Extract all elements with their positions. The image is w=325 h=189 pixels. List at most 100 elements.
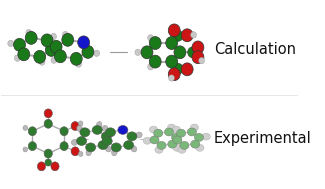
Ellipse shape <box>164 128 174 136</box>
Ellipse shape <box>180 141 189 149</box>
Ellipse shape <box>80 128 90 137</box>
Ellipse shape <box>85 143 96 152</box>
Circle shape <box>44 109 52 118</box>
Circle shape <box>44 149 52 158</box>
Circle shape <box>166 37 178 50</box>
Circle shape <box>78 121 83 126</box>
Ellipse shape <box>72 139 78 145</box>
Ellipse shape <box>172 126 180 133</box>
Ellipse shape <box>202 133 210 140</box>
Circle shape <box>192 51 204 64</box>
Circle shape <box>45 159 52 166</box>
Circle shape <box>148 64 154 70</box>
Ellipse shape <box>131 146 137 152</box>
Ellipse shape <box>98 141 108 149</box>
Circle shape <box>166 55 178 68</box>
Ellipse shape <box>196 144 204 151</box>
Circle shape <box>51 33 57 40</box>
Circle shape <box>37 162 46 171</box>
Ellipse shape <box>77 136 87 146</box>
Circle shape <box>169 75 175 81</box>
Ellipse shape <box>176 129 186 137</box>
Ellipse shape <box>154 129 163 137</box>
Circle shape <box>8 40 14 46</box>
Circle shape <box>191 32 197 38</box>
Circle shape <box>71 122 79 130</box>
Ellipse shape <box>92 125 102 134</box>
Circle shape <box>50 40 62 53</box>
Circle shape <box>25 31 37 44</box>
Circle shape <box>181 29 193 42</box>
Circle shape <box>188 47 198 58</box>
Ellipse shape <box>106 128 115 137</box>
Text: Experimental: Experimental <box>214 131 311 146</box>
Circle shape <box>82 45 94 58</box>
Ellipse shape <box>150 126 158 133</box>
Circle shape <box>168 68 180 81</box>
Circle shape <box>54 50 66 63</box>
Circle shape <box>78 36 90 49</box>
Circle shape <box>149 55 161 68</box>
Ellipse shape <box>157 141 166 149</box>
Circle shape <box>71 147 79 156</box>
Ellipse shape <box>105 146 111 152</box>
Circle shape <box>174 46 186 59</box>
Circle shape <box>14 38 25 51</box>
Circle shape <box>141 46 153 59</box>
Ellipse shape <box>77 125 83 132</box>
Circle shape <box>51 57 57 63</box>
Ellipse shape <box>111 143 121 152</box>
Circle shape <box>149 37 161 50</box>
Ellipse shape <box>97 122 102 128</box>
Circle shape <box>199 57 204 64</box>
Ellipse shape <box>124 141 134 149</box>
Text: Calculation: Calculation <box>214 42 296 57</box>
Ellipse shape <box>150 136 159 144</box>
Ellipse shape <box>173 136 182 144</box>
Circle shape <box>94 50 100 57</box>
Ellipse shape <box>118 125 128 134</box>
Circle shape <box>41 34 53 47</box>
Circle shape <box>173 30 183 41</box>
Ellipse shape <box>167 124 176 131</box>
Ellipse shape <box>191 140 200 148</box>
Ellipse shape <box>187 128 196 136</box>
Ellipse shape <box>101 132 111 141</box>
Ellipse shape <box>143 137 151 144</box>
Circle shape <box>14 55 20 61</box>
Ellipse shape <box>86 149 92 156</box>
Circle shape <box>168 24 180 37</box>
Circle shape <box>78 151 83 156</box>
Ellipse shape <box>102 125 108 132</box>
Ellipse shape <box>136 132 142 138</box>
Circle shape <box>62 31 68 38</box>
Ellipse shape <box>127 132 137 141</box>
Ellipse shape <box>155 146 163 153</box>
Circle shape <box>23 125 28 130</box>
Circle shape <box>181 63 193 76</box>
Ellipse shape <box>173 144 181 151</box>
Circle shape <box>51 162 59 171</box>
Circle shape <box>76 61 82 67</box>
Circle shape <box>28 142 36 151</box>
Circle shape <box>18 48 30 61</box>
Circle shape <box>28 127 36 136</box>
Circle shape <box>46 43 57 56</box>
Circle shape <box>34 50 46 63</box>
Circle shape <box>62 33 74 46</box>
Ellipse shape <box>190 124 199 131</box>
Circle shape <box>23 147 28 152</box>
Circle shape <box>70 52 82 65</box>
Circle shape <box>148 35 154 41</box>
Circle shape <box>192 41 204 54</box>
Circle shape <box>39 59 45 65</box>
Circle shape <box>173 63 183 74</box>
Ellipse shape <box>102 136 112 146</box>
Circle shape <box>44 119 52 128</box>
Circle shape <box>26 29 32 36</box>
Ellipse shape <box>111 149 117 156</box>
Ellipse shape <box>178 146 186 153</box>
Circle shape <box>60 127 68 136</box>
Ellipse shape <box>168 140 177 148</box>
Ellipse shape <box>172 133 181 141</box>
